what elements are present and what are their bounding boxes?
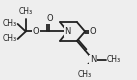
Text: CH₃: CH₃: [107, 55, 121, 64]
Text: O: O: [90, 27, 96, 36]
Text: CH₃: CH₃: [2, 19, 16, 28]
Text: O: O: [32, 27, 39, 36]
Text: CH₃: CH₃: [78, 70, 92, 79]
Text: CH₃: CH₃: [19, 7, 33, 16]
Text: N: N: [90, 55, 96, 64]
Text: O: O: [46, 14, 53, 23]
Text: N: N: [64, 27, 71, 36]
Text: CH₃: CH₃: [2, 34, 16, 44]
